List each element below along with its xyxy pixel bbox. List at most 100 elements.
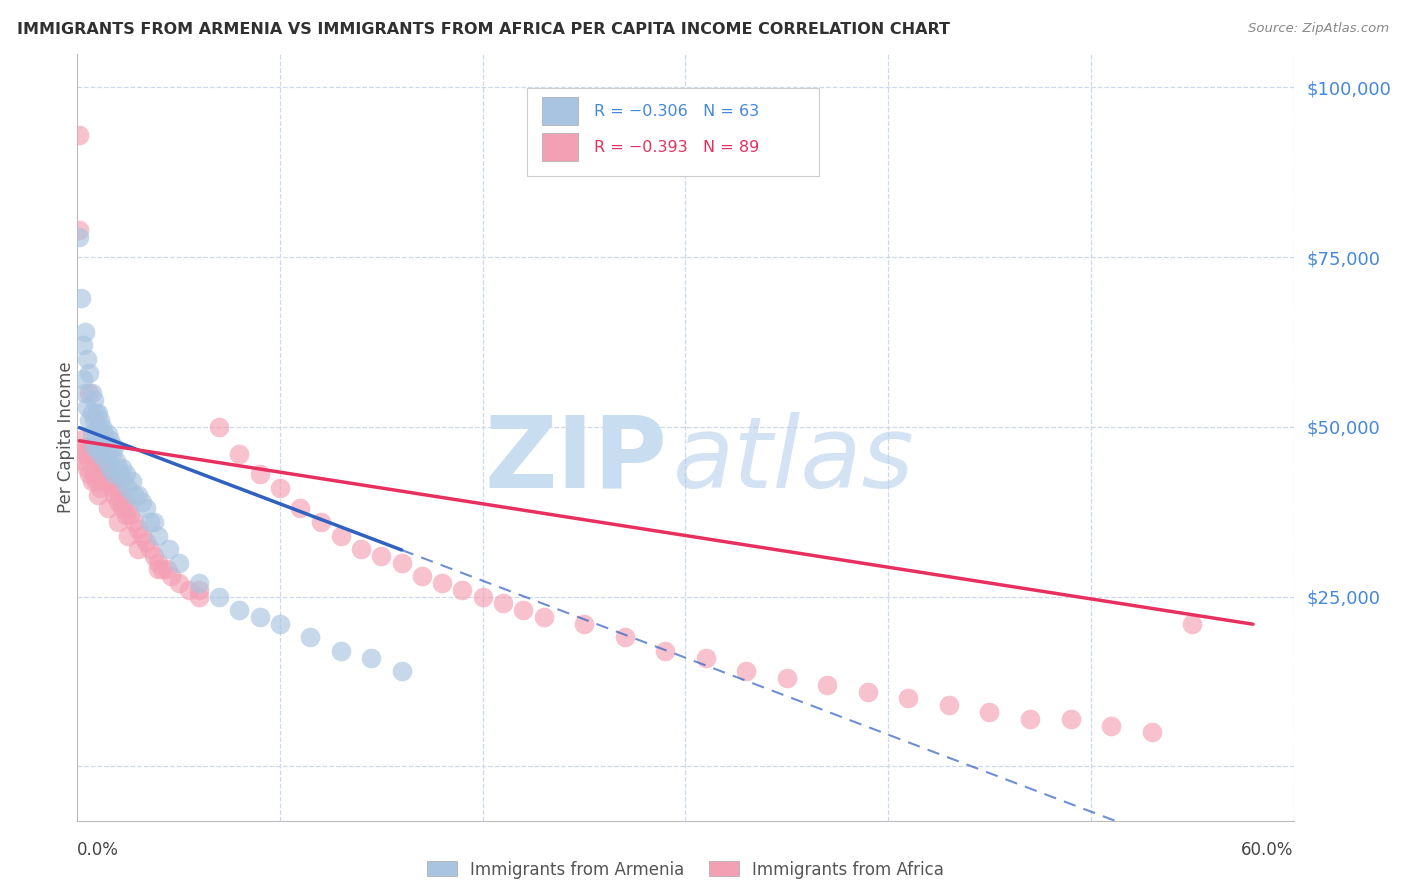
Point [152,562,174,576]
Point [122,515,145,529]
Point [131,528,153,542]
Point [98,434,121,448]
Point [177,582,200,597]
Point [117,481,139,495]
Point [76,447,98,461]
Point [97,474,120,488]
Point [309,515,332,529]
Point [94,454,117,468]
Point [299,631,322,645]
Y-axis label: Per Capita Income: Per Capita Income [58,361,75,513]
Point [94,460,117,475]
Point [167,576,190,591]
Text: ZIP: ZIP [484,411,668,508]
Point [86,467,108,482]
Point [112,494,135,508]
Point [90,440,112,454]
Point [370,549,392,563]
Point [208,420,231,434]
Point [1181,616,1204,631]
Point [80,386,103,401]
Point [67,229,90,244]
Point [122,488,145,502]
Point [391,556,413,570]
Point [93,447,115,461]
Point [127,488,149,502]
Point [75,440,97,454]
Point [94,434,117,448]
Point [70,291,93,305]
Point [131,494,153,508]
Point [79,366,101,380]
Point [90,454,112,468]
Point [103,440,125,454]
Point [75,386,97,401]
Point [86,406,108,420]
FancyBboxPatch shape [541,133,578,161]
Point [1059,712,1081,726]
Point [84,454,107,468]
Point [90,420,112,434]
Point [856,684,879,698]
Point [897,691,920,706]
Point [735,665,758,679]
Point [411,569,433,583]
Point [107,460,129,475]
Point [83,467,105,482]
Point [115,508,138,523]
Point [76,351,98,366]
Point [157,542,180,557]
Point [112,474,135,488]
Point [430,576,453,591]
Point [249,467,271,482]
Point [121,474,143,488]
Text: atlas: atlas [673,411,915,508]
Point [979,705,1001,719]
Point [815,678,838,692]
Point [329,644,352,658]
Point [83,447,105,461]
Point [148,562,170,576]
Point [451,582,474,597]
Point [1099,718,1122,732]
Point [101,447,124,461]
Point [115,467,138,482]
Point [80,440,103,454]
Point [148,528,170,542]
Point [97,426,120,441]
Point [127,542,149,557]
Point [139,542,162,557]
Point [108,488,131,502]
Point [776,671,799,685]
Point [188,576,211,591]
Point [89,460,111,475]
Point [143,515,166,529]
Point [103,467,125,482]
Point [80,474,103,488]
Point [188,582,211,597]
Point [117,501,139,516]
Point [83,413,105,427]
Point [70,434,93,448]
Point [98,467,121,482]
Point [75,325,97,339]
Point [269,481,291,495]
Point [148,556,170,570]
Point [76,400,98,414]
Point [90,474,112,488]
Point [84,426,107,441]
Point [143,549,166,563]
Point [89,447,111,461]
Text: 0.0%: 0.0% [77,841,120,859]
Point [80,406,103,420]
Point [572,616,595,631]
Point [492,596,515,610]
Point [86,447,108,461]
Point [471,590,494,604]
Point [72,338,94,352]
Point [79,386,101,401]
Point [79,467,101,482]
Point [86,420,108,434]
Point [1140,725,1163,739]
Text: R = −0.306   N = 63: R = −0.306 N = 63 [595,103,759,119]
